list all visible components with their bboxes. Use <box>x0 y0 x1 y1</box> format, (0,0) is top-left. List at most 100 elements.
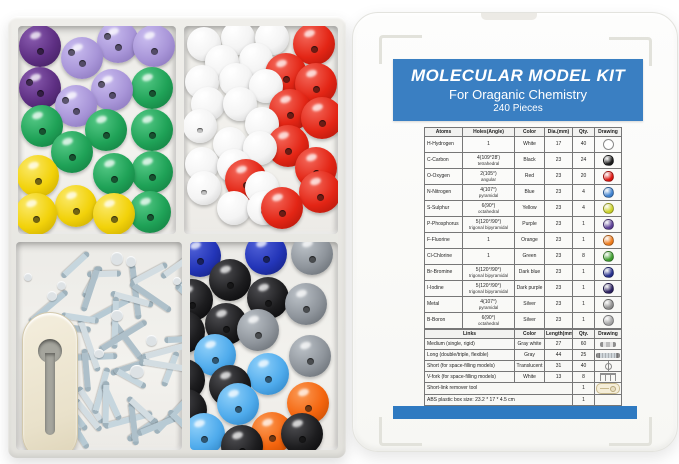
ball-hole <box>304 405 312 413</box>
header-row: Atoms Holes(Angle) Color Dia.(mm) Qty. Drawin… <box>424 127 622 137</box>
link-stud <box>46 290 57 301</box>
cell-color: White <box>514 136 545 153</box>
link-stud <box>172 276 182 286</box>
element-row: N-Nitrogen 4(107°) pyramidal Blue 23 4 <box>424 184 622 201</box>
ball-hole <box>238 448 246 450</box>
cell-drawing <box>594 264 622 281</box>
ball-black <box>209 259 251 301</box>
cell-atom-name: Cl-Chlorine <box>424 248 463 265</box>
compartment-tl <box>18 26 176 234</box>
ball-hole <box>254 332 262 340</box>
cell-color: Gray white <box>514 338 545 350</box>
link-row: Short (for space-filling models) Transluc… <box>424 360 622 372</box>
cell-color: Translucent <box>514 360 545 372</box>
cell-holes: 1 <box>462 232 515 249</box>
cell-qty: 1 <box>572 394 595 406</box>
holes-geometry: angular <box>480 176 496 182</box>
cell-diameter: 23 <box>544 280 573 297</box>
cell-qty: 60 <box>572 338 595 350</box>
column-header: Qty. <box>572 127 595 137</box>
elements-table-body: H-Hydrogen 1 White 17 40 C-Carbon 4(109°28') te… <box>424 136 622 329</box>
cell-diameter: 23 <box>544 296 573 313</box>
cell-diameter: 23 <box>544 200 573 217</box>
ball-green <box>131 67 173 109</box>
cell-length: 31 <box>544 360 573 372</box>
cell-diameter: 23 <box>544 216 573 233</box>
element-row: H-Hydrogen 1 White 17 40 <box>424 136 622 153</box>
holes-value: 5(120°/90°) <box>475 266 502 273</box>
cell-length: 44 <box>544 349 573 361</box>
holes-geometry: trigonal bipyramidal <box>468 272 509 278</box>
cell-diameter: 23 <box>544 184 573 201</box>
cell-length: 27 <box>544 338 573 350</box>
link-stud <box>111 309 123 322</box>
ball-gray <box>237 309 279 351</box>
ball-lavender <box>91 69 133 111</box>
cell-holes: 1 <box>462 248 515 265</box>
holes-value: 6(90°) <box>481 314 496 321</box>
product-title: MOLECULAR MODEL KIT <box>410 66 626 85</box>
cell-atom-name: I-Iodine <box>424 280 463 297</box>
cell-qty: 40 <box>572 360 595 372</box>
holes-geometry: trigonal bipyramidal <box>468 288 509 294</box>
ball-hole <box>61 96 69 104</box>
cell-qty: 1 <box>572 312 595 329</box>
column-header: Holes(Angle) <box>462 127 515 137</box>
atom-swatch-icon <box>602 299 614 310</box>
tool-keyhole-slot <box>45 353 55 435</box>
ball-darkblue <box>245 242 287 275</box>
ball-hole <box>234 406 242 414</box>
ball-lavender <box>97 26 139 63</box>
extra-row: ABS plastic box size: 23.2 * 17 * 4.5 cm… <box>424 394 622 406</box>
link-remover-tool <box>22 312 78 450</box>
ball-green <box>51 131 93 173</box>
link-stud <box>125 256 137 267</box>
cell-holes: 5(120°/90°) trigonal bipyramidal <box>462 280 515 297</box>
label-tables: Atoms Holes(Angle) Color Dia.(mm) Qty. Drawin… <box>424 127 622 406</box>
cell-drawing <box>594 312 622 329</box>
cell-holes: 4(109°28') tetrahedral <box>462 152 515 169</box>
cell-atom-name: N-Nitrogen <box>424 184 463 201</box>
element-row: F-Fluorine 1 Orange 23 1 <box>424 232 622 249</box>
ball-hole <box>286 112 294 120</box>
link-stud <box>110 252 124 266</box>
ball-hole <box>36 90 44 98</box>
ball-purple <box>19 67 61 109</box>
cell-holes: 4(107°) pyramidal <box>462 184 515 201</box>
cell-color: Purple <box>514 216 545 233</box>
link-stud <box>94 348 104 359</box>
cell-holes: 1 <box>462 136 515 153</box>
ball-green <box>131 109 173 151</box>
ball-hole <box>310 46 318 54</box>
cell-holes: 5(120°/90°) trigonal bipyramidal <box>462 264 515 281</box>
cell-color: Gray <box>514 349 545 361</box>
ball-hole <box>302 306 310 314</box>
ball-lightblue <box>217 383 259 425</box>
cell-link-name: Short (for space-filling models) <box>424 360 515 372</box>
ball-hole <box>36 48 44 56</box>
extra-row: Short-link remover tool 1 <box>424 382 622 395</box>
holes-geometry: trigonal bipyramidal <box>468 224 509 230</box>
ball-hole <box>268 435 276 443</box>
cell-holes: 6(90°) octahedral <box>462 312 515 329</box>
ball-yellow <box>18 193 57 234</box>
cell-diameter: 23 <box>544 248 573 265</box>
ball-lavender <box>133 26 175 67</box>
header-row: Links Color Length(mm) Qty. Drawing <box>424 329 622 339</box>
cell-atom-name: F-Fluorine <box>424 232 463 249</box>
element-row: C-Carbon 4(109°28') tetrahedral Black 23 24 <box>424 152 622 169</box>
links-table-body: Medium (single, rigid) Gray white 27 60 Long… <box>424 338 622 406</box>
ball-hole <box>226 282 234 290</box>
ball-hole <box>34 178 42 186</box>
ball-hole <box>68 154 76 162</box>
cell-link-name: V-fork (for space-filling models) <box>424 371 515 383</box>
element-row: Metal 4(107°) pyramidal Silver 23 1 <box>424 296 622 313</box>
cell-holes: 4(107°) pyramidal <box>462 296 515 313</box>
ball-hole <box>78 60 86 68</box>
ball-yellow <box>55 185 97 227</box>
holes-value: 2(105°) <box>480 170 497 177</box>
ball-hole <box>32 216 40 224</box>
cell-qty: 20 <box>572 168 595 185</box>
ball-hole <box>316 194 324 202</box>
